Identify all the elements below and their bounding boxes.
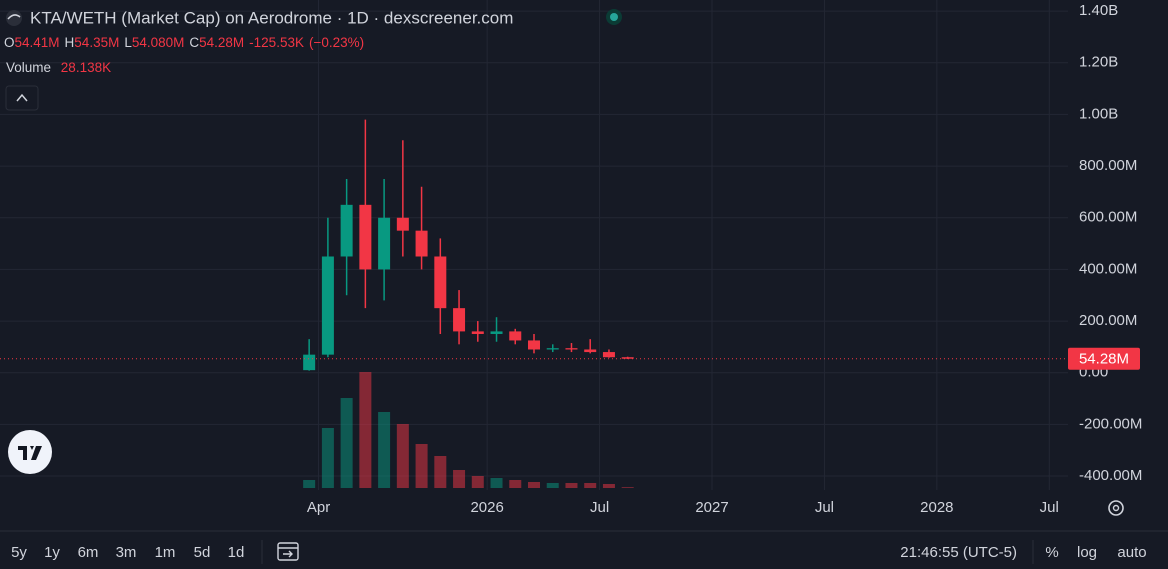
volume-bar (378, 412, 391, 488)
ohlc-value: 54.35M (74, 35, 119, 50)
settings-icon[interactable] (1108, 500, 1124, 516)
x-axis: Apr 2026 Jul 2027 Jul 2028 Jul (307, 499, 1059, 516)
candle-body (565, 348, 578, 350)
chart-title: KTA/WETH (Market Cap) on Aerodrome · 1D … (30, 8, 513, 27)
ohlc-key: C (189, 35, 199, 50)
y-axis: 1.40B 1.20B 1.00B 800.00M 600.00M 400.00M 200.… (1068, 2, 1142, 484)
volume-bar (471, 476, 484, 488)
volume-bar (565, 483, 578, 488)
candle-body (396, 217, 409, 231)
y-tick-label: 200.00M (1079, 312, 1137, 329)
candle-body (303, 354, 316, 371)
candle-body (321, 256, 334, 355)
x-tick-label: Apr (307, 499, 330, 516)
volume-bar (396, 424, 409, 488)
x-tick-label: 2027 (695, 499, 728, 516)
candle-body (434, 256, 447, 309)
last-price-badge (1068, 347, 1140, 370)
x-tick-label: 2026 (470, 499, 503, 516)
plot (0, 119, 1068, 488)
range-button[interactable]: 1d (228, 544, 245, 561)
y-tick-label: -400.00M (1079, 467, 1142, 484)
volume-bar (509, 480, 522, 488)
option-button[interactable]: log (1077, 544, 1097, 561)
volume-bar (321, 428, 334, 488)
range-button[interactable]: 3m (116, 544, 137, 561)
ohlc-key: L (124, 35, 132, 50)
volume-caption: Volume 28.138K (6, 60, 111, 75)
candle-body (528, 340, 540, 350)
x-tick-label: Jul (815, 499, 834, 516)
change-value: -125.53K (249, 35, 304, 50)
volume-bar (359, 372, 372, 488)
x-tick-label: 2028 (920, 499, 953, 516)
x-tick-label: Jul (590, 499, 609, 516)
range-button[interactable]: 1m (155, 544, 176, 561)
ohlc-value: 54.28M (199, 35, 244, 50)
candle-body (378, 217, 391, 270)
volume-bar (546, 483, 559, 488)
candle-body (602, 352, 615, 358)
last-price-label: 54.28M (1079, 351, 1129, 368)
ohlc-key: O (4, 35, 15, 50)
range-button[interactable]: 6m (78, 544, 99, 561)
change-percent: (−0.23%) (309, 35, 364, 50)
volume-value: 28.138K (61, 60, 111, 75)
clock: 21:46:55 (UTC-5) (900, 544, 1017, 561)
ohlc-key: H (65, 35, 75, 50)
option-button[interactable]: auto (1117, 544, 1146, 561)
candle-body (415, 230, 428, 257)
candle-body (359, 204, 372, 270)
candle-body (490, 331, 503, 334)
ohlc-value: 54.41M (15, 35, 60, 50)
symbol-icon (6, 10, 22, 26)
y-tick-label: 400.00M (1079, 260, 1137, 277)
volume-bar (415, 444, 428, 488)
range-button[interactable]: 1y (44, 544, 60, 561)
tradingview-logo[interactable] (8, 430, 52, 474)
volume-bar (303, 480, 316, 488)
volume-bar (528, 482, 540, 488)
volume-bar (340, 398, 353, 488)
y-tick-label: 1.00B (1079, 105, 1118, 122)
candle-body (546, 348, 559, 350)
collapse-button[interactable] (5, 85, 39, 111)
ohlc-value: 54.080M (132, 35, 185, 50)
range-button[interactable]: 5d (194, 544, 211, 561)
y-tick-label: 1.20B (1079, 54, 1118, 71)
volume-bar (453, 470, 466, 488)
volume-bar (584, 483, 597, 488)
y-tick-label: 800.00M (1079, 157, 1137, 174)
status-dot (610, 13, 618, 21)
volume-bar (434, 456, 447, 488)
candle-body (471, 331, 484, 334)
toolbar: 5y 1y 6m 3m 1m 5d 1d 21:46:55 (UTC-5)% log auto (11, 544, 1147, 561)
volume-bar (602, 484, 615, 488)
candle-body (453, 308, 466, 332)
candle-body (509, 331, 522, 341)
volume-bar (621, 487, 634, 488)
y-tick-label: 1.40B (1079, 2, 1118, 19)
candle-body (340, 204, 353, 257)
range-button[interactable]: 5y (11, 544, 27, 561)
y-tick-label: -200.00M (1079, 415, 1142, 432)
date-range-icon[interactable] (277, 542, 299, 561)
y-tick-label: 600.00M (1079, 209, 1137, 226)
ohlc-line: O54.41M H54.35M L54.080M C54.28M -125.53K (−0… (4, 35, 364, 50)
candle-body (584, 349, 597, 353)
candle-body (621, 357, 634, 359)
volume-label: Volume (6, 60, 51, 75)
x-tick-label: Jul (1040, 499, 1059, 516)
volume-bar (490, 478, 503, 488)
grid (0, 0, 1068, 490)
option-button[interactable]: % (1045, 544, 1058, 561)
